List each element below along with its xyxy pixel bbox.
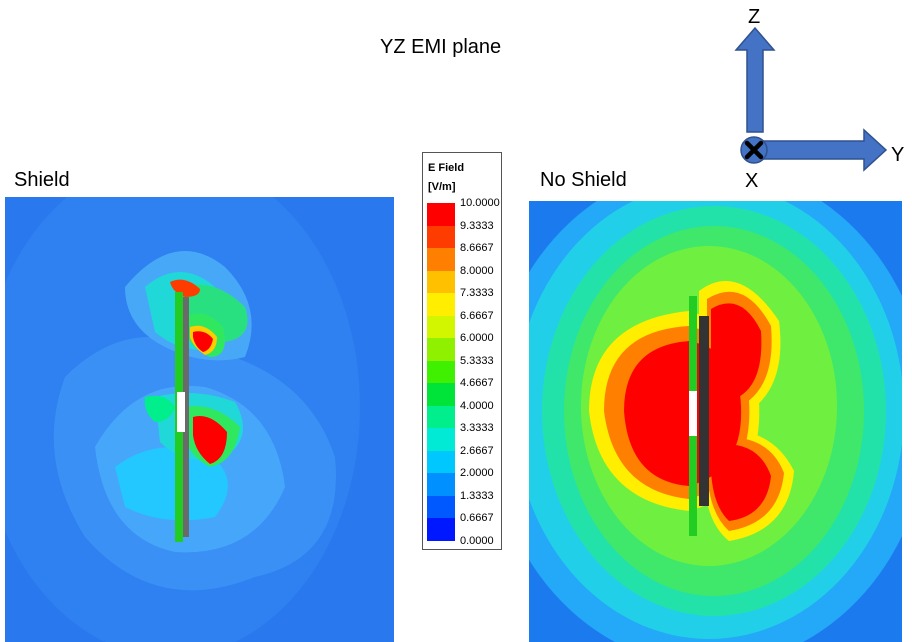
no-shield-panel-label: No Shield — [540, 169, 627, 191]
legend-swatch — [427, 315, 455, 339]
legend-unit: [V/m] — [428, 181, 456, 193]
legend-swatch — [427, 495, 455, 519]
legend-tick: 2.0000 — [460, 467, 494, 479]
x-axis-cross — [744, 140, 764, 160]
legend-swatch — [427, 225, 455, 249]
legend-tick: 0.0000 — [460, 534, 494, 547]
legend-swatch — [427, 405, 455, 429]
legend-swatch — [427, 270, 455, 294]
legend-tick: 4.6667 — [460, 377, 494, 389]
legend-swatch — [427, 518, 455, 541]
y-axis-label: Y — [891, 144, 905, 166]
shield-panel-label: Shield — [14, 169, 70, 191]
legend-tick: 5.3333 — [460, 354, 494, 367]
legend-tick: 4.0000 — [460, 399, 494, 412]
legend-tick: 6.0000 — [460, 332, 494, 344]
legend-tick: 3.3333 — [460, 422, 494, 434]
y-axis-arrow — [751, 128, 888, 172]
x-axis-label: X — [745, 170, 759, 192]
legend-swatch — [427, 450, 455, 474]
legend-swatch — [427, 338, 455, 361]
legend-tick: 2.6667 — [460, 444, 494, 457]
legend-tick: 1.3333 — [460, 489, 494, 502]
legend-swatch — [427, 360, 455, 384]
legend-swatch — [427, 203, 455, 226]
z-axis-arrow — [734, 26, 776, 133]
legend-swatch — [427, 428, 455, 451]
legend-swatch — [427, 293, 455, 316]
figure-title: YZ EMI plane — [380, 36, 502, 58]
no-shield-field-plot — [529, 201, 902, 642]
legend-tick: 6.6667 — [460, 309, 494, 322]
legend-swatch — [427, 473, 455, 496]
legend-tick: 10.0000 — [460, 197, 500, 209]
legend-title: E Field — [428, 162, 465, 174]
legend-tick: 7.3333 — [460, 287, 494, 299]
legend-tick: 9.3333 — [460, 219, 494, 232]
legend-tick: 8.0000 — [460, 264, 494, 277]
legend-swatch — [427, 383, 455, 406]
shield-field-plot — [5, 197, 394, 642]
legend-tick: 8.6667 — [460, 242, 494, 254]
legend-tick: 0.6667 — [460, 512, 494, 524]
legend-swatch — [427, 248, 455, 271]
axes-indicator — [734, 26, 888, 172]
z-axis-label: Z — [748, 6, 761, 28]
color-scale-legend: E Field [V/m] 10.0000 9.3333 8.6667 8.00… — [422, 152, 502, 550]
